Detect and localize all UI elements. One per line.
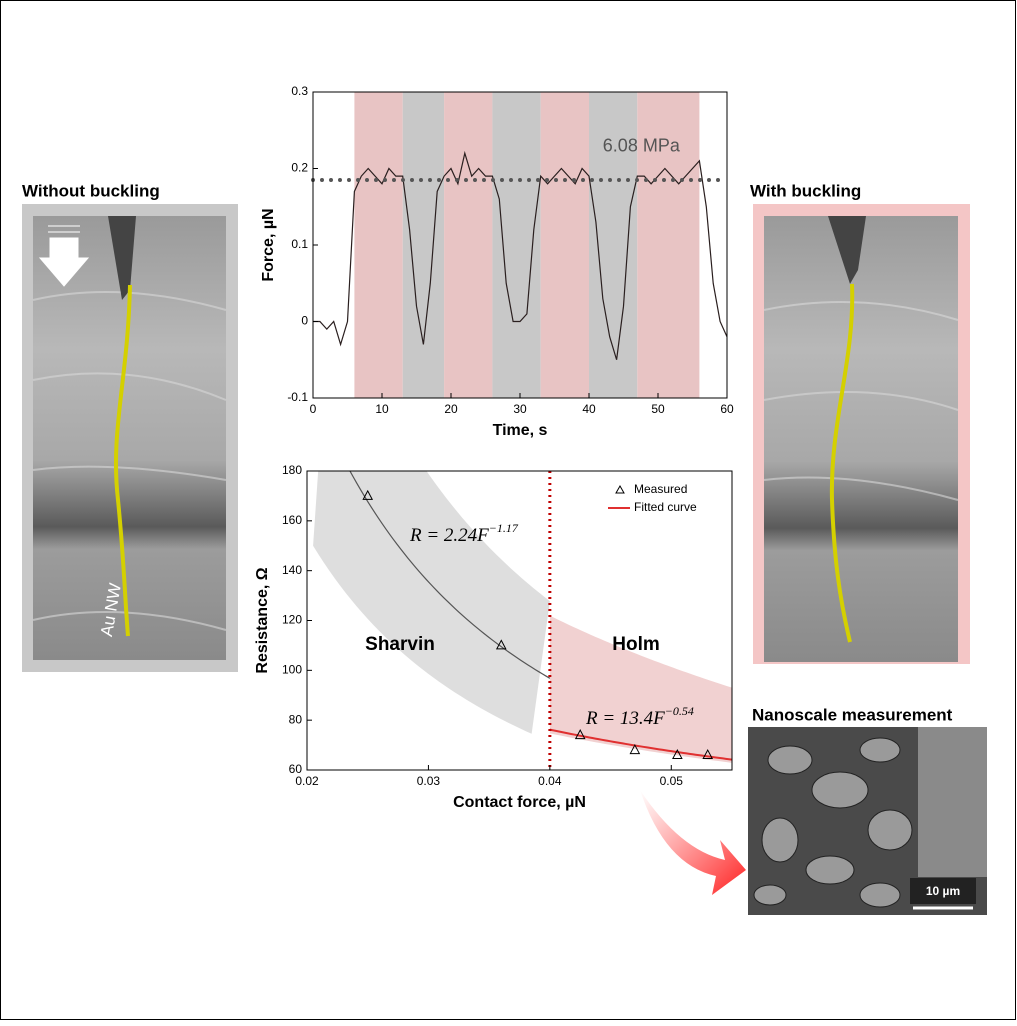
y-tick-label: 140 [282,563,302,577]
x-tick-label: 20 [444,402,458,416]
y-tick-label: 100 [282,663,302,677]
right-image [764,216,958,662]
region-label: Sharvin [365,634,435,655]
plot-frame [306,470,733,771]
force-line [313,150,728,360]
phase-band [402,92,445,398]
x-tick-label: 30 [513,402,527,416]
phase-band [492,92,541,398]
legend-label: Fitted curve [634,500,697,514]
equation-main: R = 2.24F [409,525,489,546]
phase-band [540,92,589,398]
phase-band [637,92,700,398]
x-axis-label: Time, s [493,422,548,439]
data-point [672,748,683,760]
y-axis-label: Force, µN [260,208,277,281]
data-point [495,639,507,650]
equation-exponent: −0.54 [665,704,694,718]
data-point [362,489,374,500]
fit-equation: R = 13.4F−0.54 [585,704,694,730]
x-tick-label: 50 [651,402,665,416]
plot-area [313,471,732,763]
data-point [629,743,641,755]
y-tick-label: 120 [282,613,302,627]
texture [763,301,959,501]
x-axis-label: Contact force, µN [453,794,586,811]
x-tick-label: 10 [375,402,389,416]
equation-main: R = 13.4F [585,708,665,729]
phase-band [354,92,403,398]
y-tick-label: 0.2 [291,161,308,175]
y-tick-label: 0.3 [291,84,308,98]
x-tick-label: 0.04 [538,774,562,788]
fit-band [549,615,732,763]
x-tick-label: 40 [582,402,596,416]
probe [108,216,136,300]
scale-bg [910,878,976,904]
legend-label: Measured [634,482,687,496]
legend-marker [615,484,625,494]
data-point [574,729,586,740]
inset-flat [918,727,987,877]
y-tick-label: 180 [282,463,302,477]
y-tick-label: 160 [282,513,302,527]
y-tick-label: 60 [289,762,303,776]
scale-label: 10 µm [926,884,960,898]
plot-frame [312,91,728,399]
equation-exponent: −1.17 [489,521,519,535]
data-point [702,748,714,760]
fit-band [313,471,550,734]
fit-equation: R = 2.24F−1.17 [409,521,519,547]
y-tick-label: 0.1 [291,237,308,251]
inset-title: Nanoscale measurement [752,705,953,724]
pointer-arrow [640,790,746,895]
right-title: With buckling [750,181,861,200]
region-label: Holm [612,634,660,655]
phase-band [444,92,493,398]
x-tick-label: 60 [720,402,734,416]
x-tick-label: 0.05 [660,774,684,788]
left-title: Without buckling [22,181,160,200]
fit-curve [349,471,551,679]
probe [828,216,866,284]
annotation: 6.08 MPa [603,136,681,156]
nanowire [113,284,132,637]
inset-grains [753,737,913,908]
nanowire [829,283,855,643]
x-tick-label: 0 [310,402,317,416]
x-tick-label: 0.02 [295,774,319,788]
x-tick-label: 0.03 [417,774,441,788]
press-arrow [38,225,90,287]
fit-curve [549,728,732,761]
y-axis-label: Resistance, Ω [254,567,271,673]
y-tick-label: 0 [301,314,308,328]
y-tick-label: 80 [289,712,303,726]
y-tick-label: -0.1 [287,390,308,404]
